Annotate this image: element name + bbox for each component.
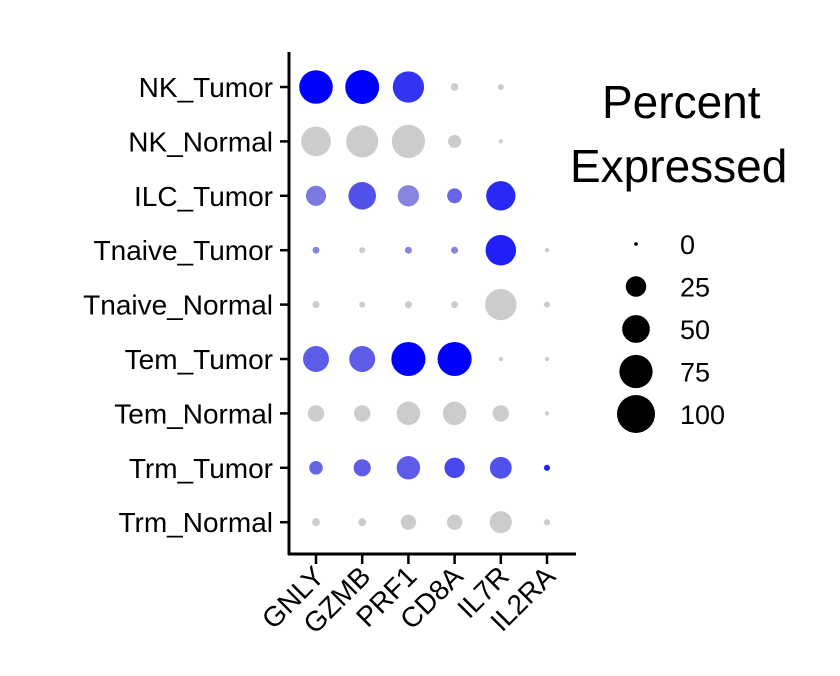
dot-Tnaive_Normal-GNLY [312, 301, 320, 309]
dot-Tem_Tumor-GZMB [349, 346, 376, 372]
dot-Tem_Normal-PRF1 [396, 401, 421, 426]
dot-ILC_Tumor-PRF1 [397, 185, 420, 207]
dot-Trm_Tumor-IL2RA [543, 464, 551, 471]
dot-Tem_Normal-IL2RA [544, 411, 550, 416]
legend-size-dot [622, 315, 650, 343]
legend-size-label: 50 [680, 315, 710, 345]
dot-NK_Tumor-IL7R [497, 83, 504, 91]
dot-Trm_Tumor-GZMB [353, 459, 371, 477]
y-tick-label: Tem_Tumor [125, 344, 273, 375]
y-tick-label: Trm_Tumor [129, 453, 273, 484]
dot-Trm_Tumor-IL7R [489, 456, 512, 479]
legend-size-label: 100 [680, 400, 725, 430]
dot-Tem_Tumor-IL2RA [544, 356, 550, 362]
dot-Tnaive_Tumor-PRF1 [404, 246, 412, 254]
dot-Tnaive_Normal-IL2RA [543, 301, 551, 308]
dot-Tem_Normal-GNLY [307, 405, 325, 422]
dot-NK_Tumor-CD8A [450, 83, 459, 91]
dot-ILC_Tumor-IL7R [486, 181, 516, 211]
dot-Tnaive_Tumor-IL2RA [544, 248, 550, 253]
dot-Trm_Normal-IL7R [489, 511, 512, 534]
dot-ILC_Tumor-GZMB [348, 182, 376, 210]
dot-Tem_Tumor-CD8A [437, 341, 472, 377]
dot-Tem_Tumor-GNLY [303, 346, 329, 372]
y-axis-ticks: NK_Tumor NK_Normal ILC_Tumor Tnaive_Tumor Tn… [83, 72, 289, 538]
dot-Tnaive_Normal-CD8A [451, 301, 459, 309]
dot-Tem_Tumor-PRF1 [391, 341, 426, 377]
legend-title-line: Expressed [570, 140, 787, 192]
dot-Trm_Tumor-CD8A [444, 457, 465, 479]
dot-NK_Normal-GZMB [346, 125, 379, 158]
y-tick-label: NK_Normal [128, 126, 273, 157]
dot-Trm_Normal-IL2RA [543, 519, 551, 526]
size-legend: Percent Expressed 0 25 50 75 100 [570, 76, 787, 433]
dots-layer [299, 70, 551, 534]
dot-NK_Tumor-PRF1 [392, 71, 425, 103]
dot-Tem_Normal-IL7R [492, 405, 510, 422]
dot-NK_Normal-CD8A [448, 134, 462, 148]
dot-Tnaive_Normal-PRF1 [404, 301, 412, 309]
legend-size-label: 0 [680, 230, 695, 260]
plot-area [299, 70, 551, 534]
dot-Trm_Tumor-GNLY [309, 461, 323, 475]
legend-size-dot [617, 395, 655, 433]
dot-Tnaive_Normal-GZMB [359, 301, 366, 308]
legend-size-label: 75 [680, 358, 710, 388]
dot-Trm_Normal-GZMB [358, 518, 367, 527]
dot-Trm_Normal-CD8A [446, 514, 463, 530]
dot-NK_Tumor-GNLY [299, 70, 333, 104]
dot-NK_Normal-GNLY [301, 126, 331, 157]
dot-Trm_Normal-GNLY [312, 518, 320, 527]
legend-title-line: Percent [602, 76, 761, 128]
dot-NK_Tumor-GZMB [345, 70, 380, 104]
dot-Tnaive_Tumor-GZMB [359, 247, 366, 254]
dot-NK_Normal-PRF1 [391, 124, 426, 159]
dot-Tnaive_Tumor-IL7R [485, 234, 517, 266]
y-tick-label: Tem_Normal [114, 398, 273, 429]
legend-size-dot [634, 242, 638, 246]
dot-ILC_Tumor-CD8A [447, 188, 463, 204]
dot-Tem_Normal-GZMB [353, 405, 371, 422]
y-tick-label: Tnaive_Tumor [94, 235, 273, 266]
y-tick-label: ILC_Tumor [134, 181, 273, 212]
dot-Tnaive_Tumor-GNLY [312, 246, 320, 254]
y-tick-label: Trm_Normal [118, 507, 273, 538]
dot-ILC_Tumor-GNLY [305, 185, 327, 206]
y-tick-label: Tnaive_Normal [83, 290, 273, 321]
legend-size-dot [625, 276, 647, 297]
legend-size-dot [619, 354, 653, 389]
dot-Tnaive_Normal-IL7R [485, 288, 517, 321]
legend-size-label: 25 [680, 273, 710, 303]
dot-Trm_Tumor-PRF1 [396, 456, 421, 480]
dot-Tem_Tumor-IL7R [498, 356, 503, 362]
dot-Tnaive_Tumor-CD8A [451, 246, 459, 254]
dot-Trm_Normal-PRF1 [400, 514, 417, 530]
dot-Tem_Normal-CD8A [442, 401, 467, 426]
dot-NK_Normal-IL7R [498, 139, 503, 144]
y-tick-label: NK_Tumor [139, 72, 273, 103]
